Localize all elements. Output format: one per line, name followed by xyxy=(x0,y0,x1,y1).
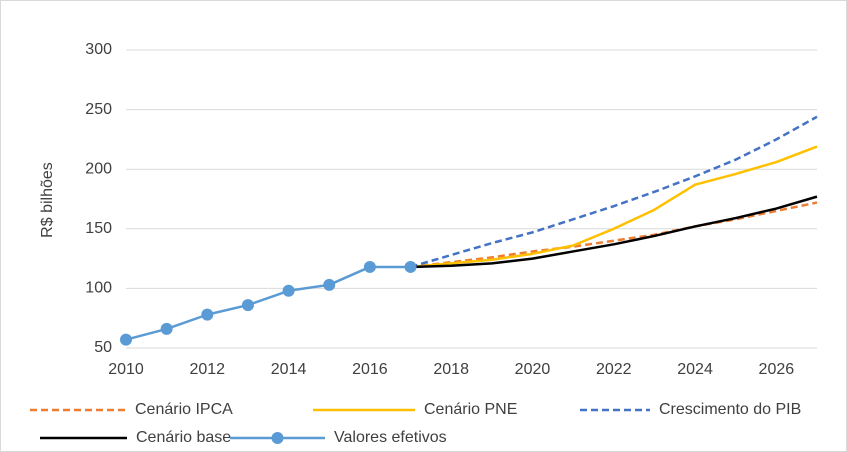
data-point xyxy=(404,260,417,273)
y-tick-label: 100 xyxy=(85,280,112,297)
legend-marker xyxy=(271,432,284,444)
x-tick-label: 2024 xyxy=(677,361,713,378)
legend-label: Valores efetivos xyxy=(334,429,447,446)
data-point xyxy=(201,308,214,321)
legend-label: Cenário IPCA xyxy=(135,401,233,418)
x-tick-label: 2022 xyxy=(596,361,632,378)
legend-label: Crescimento do PIB xyxy=(659,401,801,418)
data-point xyxy=(323,278,336,291)
x-tick-label: 2020 xyxy=(515,361,551,378)
x-tick-label: 2018 xyxy=(433,361,469,378)
x-tick-label: 2010 xyxy=(108,361,144,378)
y-tick-label: 250 xyxy=(85,101,112,118)
series-line xyxy=(410,195,818,269)
data-point xyxy=(160,322,173,335)
x-tick-label: 2016 xyxy=(352,361,388,378)
x-tick-label: 2026 xyxy=(759,361,795,378)
series-line xyxy=(125,265,411,341)
legend-label: Cenário base xyxy=(136,429,231,446)
data-point xyxy=(120,333,132,346)
data-point xyxy=(241,299,254,312)
y-axis-label: R$ bilhões xyxy=(39,162,56,238)
y-tick-label: 300 xyxy=(85,41,112,58)
x-tick-label: 2012 xyxy=(189,361,225,378)
x-tick-label: 2014 xyxy=(271,361,307,378)
y-tick-label: 200 xyxy=(85,160,112,177)
series-line xyxy=(410,201,818,269)
y-tick-label: 50 xyxy=(94,339,112,356)
y-tick-label: 150 xyxy=(85,220,112,237)
series-line xyxy=(410,145,818,269)
series-line xyxy=(410,115,818,269)
data-point xyxy=(282,284,295,297)
legend-label: Cenário PNE xyxy=(424,401,517,418)
data-point xyxy=(363,260,376,273)
